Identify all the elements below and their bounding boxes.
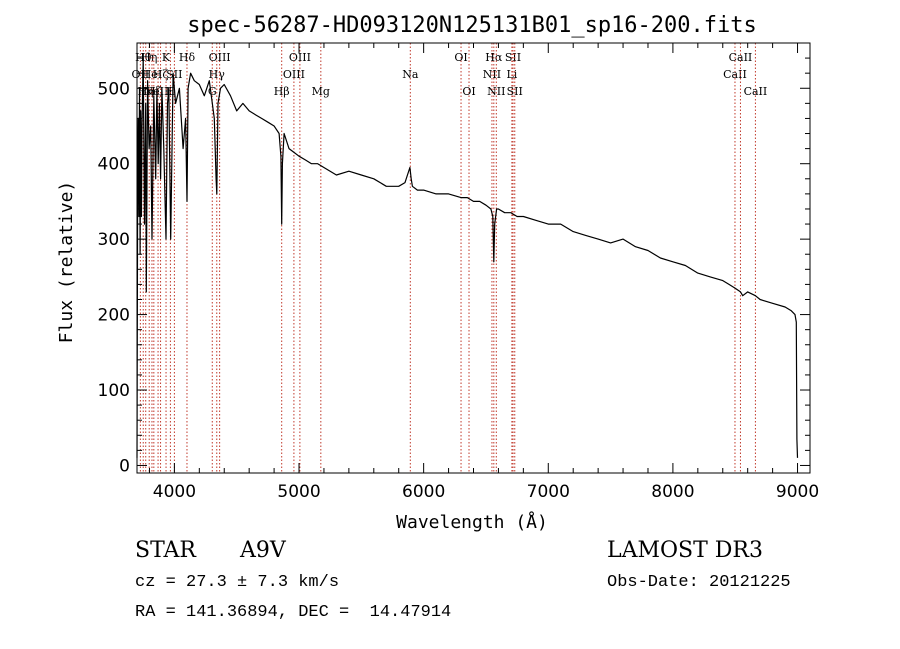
y-tick-label-100: 100 (98, 381, 130, 401)
chart-title: spec-56287-HD093120N125131B01_sp16-200.f… (187, 13, 757, 38)
line-marker-label-16: OIII (283, 68, 305, 81)
y-tick-label-0: 0 (119, 456, 130, 476)
y-axis-label: Flux (relative) (56, 181, 77, 344)
line-marker-label-6: NeIII (143, 85, 172, 98)
line-marker-label-3: Hη (141, 51, 157, 64)
x-tick-label-6000: 6000 (402, 482, 445, 502)
line-marker-label-4: HeI (142, 68, 162, 81)
line-marker-label-15: Hβ (274, 85, 290, 98)
line-marker-label-14: OIII (209, 51, 231, 64)
line-marker-label-19: Na (402, 68, 419, 81)
y-tick-label-300: 300 (98, 230, 130, 250)
line-marker-label-1: Hθ (135, 51, 152, 64)
line-marker-label-29: CaII (729, 51, 753, 64)
line-marker-label-26: SII (505, 51, 521, 64)
line-marker-label-5: Hζ (146, 85, 162, 98)
series-line-spectrum (136, 57, 799, 458)
x-tick-label-5000: 5000 (277, 482, 320, 502)
line-markers: OIIHθHηHηHeIHζNeIIIHζKHSIIHδGHγOIIIHβOII… (132, 43, 768, 473)
line-marker-label-7: Hζ (153, 68, 169, 81)
x-axis-label: Wavelength (Å) (396, 511, 548, 533)
obs-date: Obs-Date: 20121225 (607, 573, 791, 592)
x-tick-label-8000: 8000 (651, 482, 694, 502)
y-tick-label-400: 400 (98, 155, 130, 175)
coordinates: RA = 141.36894, DEC = 14.47914 (135, 603, 452, 622)
line-marker-label-8: K (162, 51, 171, 64)
line-marker-label-27: SII (507, 85, 523, 98)
line-marker-label-12: G (208, 85, 217, 98)
line-marker-label-30: CaII (744, 85, 768, 98)
line-marker-label-28: CaII (723, 68, 747, 81)
redshift-value: cz = 27.3 ± 7.3 km/s (135, 573, 340, 592)
line-marker-label-23: Hα (485, 51, 503, 64)
x-tick-label-7000: 7000 (527, 482, 570, 502)
y-tick-label-500: 500 (98, 79, 130, 99)
plot-frame (136, 42, 811, 474)
y-tick-label-200: 200 (98, 306, 130, 326)
line-marker-label-10: SII (166, 68, 182, 81)
line-marker-label-18: Mg (312, 85, 330, 98)
line-marker-label-11: Hδ (179, 51, 196, 64)
line-marker-label-25: Li (506, 68, 517, 81)
x-tick-label-4000: 4000 (153, 482, 196, 502)
line-marker-label-21: OI (462, 85, 475, 98)
x-tick-label-9000: 9000 (776, 482, 819, 502)
object-subclass: A9V (240, 538, 286, 563)
axes: 4000 5000 6000 7000 8000 9000 0 100 200 300 400 500 (98, 42, 819, 502)
line-marker-label-24: NII (487, 85, 505, 98)
line-marker-label-22: NII (483, 68, 501, 81)
plot-area (136, 57, 799, 458)
survey-name: LAMOST DR3 (607, 538, 763, 563)
line-marker-label-0: OII (132, 68, 150, 81)
object-class: STAR (135, 538, 196, 563)
line-marker-label-20: OI (454, 51, 467, 64)
line-marker-label-9: H (166, 85, 176, 98)
line-marker-label-13: Hγ (209, 68, 226, 81)
line-marker-label-17: OIII (289, 51, 311, 64)
